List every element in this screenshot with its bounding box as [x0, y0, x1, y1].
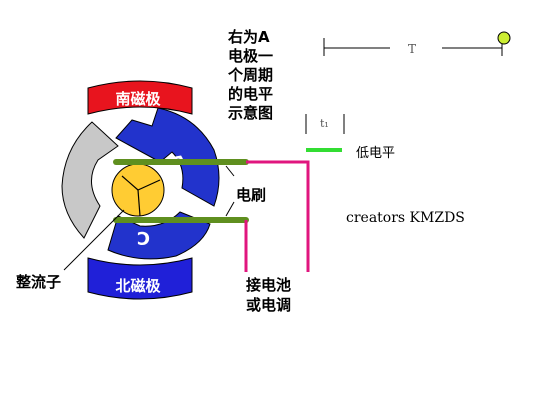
commutator-split	[137, 179, 161, 191]
t1-label: t₁	[320, 117, 329, 130]
creators-label: creators KMZDS	[346, 210, 465, 226]
period-end-dot	[497, 31, 511, 45]
commutator-split	[137, 189, 141, 217]
brush-leader-bottom	[225, 201, 235, 217]
brush-leader-top	[225, 165, 235, 177]
north-magnet	[87, 257, 193, 300]
battery-label-line2: 或电调	[246, 296, 291, 314]
south-magnet	[87, 80, 193, 115]
commutator-split	[121, 175, 139, 191]
low-level-label: 低电平	[356, 146, 395, 161]
title-line: 的电平	[228, 85, 274, 103]
period-label: T	[408, 42, 416, 56]
armature-c	[107, 211, 211, 260]
title-line: 个周期	[228, 66, 274, 84]
title-line: 电极一	[228, 47, 274, 65]
armature-b	[61, 121, 119, 239]
title-line: 示意图	[228, 104, 274, 122]
title-block: 右为A 电极一 个周期 的电平 示意图	[228, 28, 288, 123]
commutator-label: 整流子	[16, 273, 61, 291]
title-line: 右为A	[228, 28, 270, 46]
north-pole-label: 北磁极	[115, 277, 161, 295]
south-pole-label: 南磁极	[115, 90, 161, 108]
commutator-leader	[63, 209, 125, 271]
wire-top	[246, 160, 310, 272]
armature-letter-c: C	[137, 227, 150, 248]
brush-label: 电刷	[236, 186, 266, 204]
battery-label-line1: 接电池	[246, 276, 291, 294]
